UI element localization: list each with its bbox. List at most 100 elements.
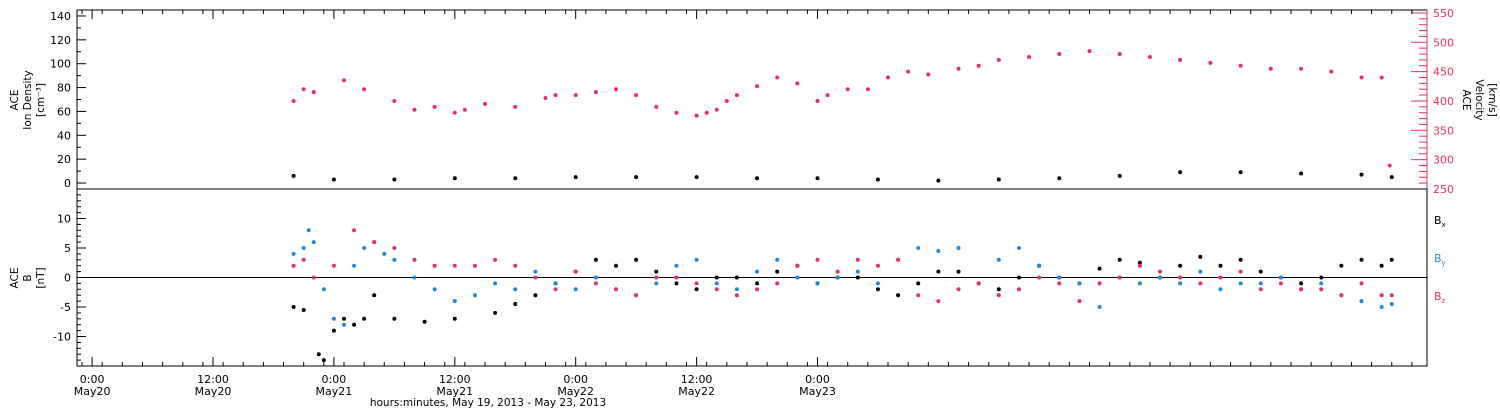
velocity-point bbox=[755, 84, 760, 89]
by-point bbox=[1016, 246, 1021, 250]
bx-point bbox=[1389, 257, 1394, 262]
by-point bbox=[331, 316, 336, 321]
x-tick-date: May21 bbox=[316, 385, 353, 398]
b-tick-label: 0 bbox=[64, 272, 71, 285]
velocity-tick-label: 450 bbox=[1433, 66, 1454, 79]
density-point bbox=[875, 177, 880, 182]
b-ylabel-line3: [nT] bbox=[35, 267, 47, 288]
legend-by: By bbox=[1434, 252, 1446, 267]
velocity-point bbox=[674, 110, 679, 115]
legend-bx: Bx bbox=[1434, 214, 1446, 229]
velocity-point bbox=[1359, 75, 1364, 80]
bx-point bbox=[875, 287, 880, 292]
bx-point bbox=[714, 275, 719, 280]
bx-point bbox=[372, 293, 377, 298]
by-point bbox=[694, 257, 699, 262]
density-point bbox=[936, 178, 941, 183]
bx-point bbox=[316, 352, 321, 357]
density-tick-label: 60 bbox=[57, 105, 71, 118]
by-point bbox=[291, 251, 296, 256]
density-point bbox=[755, 176, 760, 181]
bz-point bbox=[533, 275, 538, 280]
bz-point bbox=[301, 257, 306, 262]
bz-point bbox=[956, 287, 961, 292]
bz-point bbox=[1389, 293, 1394, 298]
velocity-tick-label: 550 bbox=[1433, 7, 1454, 20]
bx-point bbox=[422, 319, 427, 324]
x-tick-date: May23 bbox=[799, 385, 836, 398]
bx-point bbox=[352, 322, 357, 327]
velocity-point bbox=[462, 107, 467, 112]
bz-point bbox=[1077, 299, 1082, 304]
bx-point bbox=[533, 293, 538, 298]
bx-point bbox=[1319, 275, 1324, 280]
velocity-point bbox=[906, 69, 911, 74]
bz-point bbox=[1057, 281, 1062, 286]
density-point bbox=[392, 177, 397, 182]
velocity-point bbox=[613, 87, 618, 92]
x-tick-time: 12:00 bbox=[439, 373, 471, 386]
x-tick-date: May22 bbox=[678, 385, 715, 398]
x-tick-time: 12:00 bbox=[681, 373, 713, 386]
bz-point bbox=[1218, 275, 1223, 280]
by-point bbox=[452, 299, 457, 304]
bx-point bbox=[674, 281, 679, 286]
velocity-point bbox=[301, 87, 306, 92]
velocity-point bbox=[1057, 52, 1062, 57]
bx-point bbox=[936, 269, 941, 274]
velocity-ylabel-line1: ACE bbox=[1460, 90, 1472, 111]
by-point bbox=[654, 281, 659, 286]
by-point bbox=[472, 293, 477, 298]
by-point bbox=[875, 281, 880, 286]
velocity-point bbox=[543, 96, 548, 101]
by-point bbox=[362, 246, 367, 250]
density-tick-label: 80 bbox=[57, 82, 71, 95]
bz-point bbox=[694, 281, 699, 286]
velocity-point bbox=[513, 104, 518, 109]
by-point bbox=[1258, 281, 1263, 286]
bz-point bbox=[855, 257, 860, 262]
bz-point bbox=[432, 263, 437, 268]
velocity-tick-label: 400 bbox=[1433, 95, 1454, 108]
b-tick-label: -10 bbox=[53, 331, 71, 344]
top-left-ticks: 0 20 40 60 80 100 120 140 bbox=[50, 10, 86, 190]
velocity-tick-label: 350 bbox=[1433, 124, 1454, 137]
velocity-tick-label: 300 bbox=[1433, 154, 1454, 167]
bz-point bbox=[835, 269, 840, 274]
bx-point bbox=[1238, 257, 1243, 262]
density-ylabel-line3: [cm⁻³] bbox=[35, 83, 47, 117]
density-tick-label: 120 bbox=[50, 34, 71, 47]
by-point bbox=[1319, 281, 1324, 286]
bz-point bbox=[654, 275, 659, 280]
by-point bbox=[1218, 287, 1223, 292]
velocity-point bbox=[362, 87, 367, 92]
bz-point bbox=[714, 287, 719, 292]
by-point bbox=[382, 251, 387, 256]
by-point bbox=[352, 263, 357, 268]
density-tick-label: 20 bbox=[57, 153, 71, 166]
bx-point bbox=[634, 257, 639, 262]
by-point bbox=[775, 257, 780, 262]
by-point bbox=[714, 281, 719, 286]
density-point bbox=[1359, 172, 1364, 177]
bz-point bbox=[452, 263, 457, 268]
velocity-point bbox=[886, 75, 891, 80]
by-point bbox=[306, 228, 311, 233]
density-point bbox=[331, 177, 336, 182]
bz-point bbox=[1117, 275, 1122, 280]
bz-point bbox=[996, 293, 1001, 298]
bz-point bbox=[613, 287, 618, 292]
bz-point bbox=[472, 263, 477, 268]
by-point bbox=[321, 287, 326, 292]
bx-point bbox=[1218, 263, 1223, 268]
density-ylabel-line1: ACE bbox=[9, 90, 21, 111]
velocity-ylabel-line3: [km/s] bbox=[1486, 83, 1498, 117]
bz-point bbox=[1359, 281, 1364, 286]
bz-point bbox=[896, 257, 901, 262]
by-point bbox=[412, 275, 417, 280]
bz-point bbox=[513, 263, 518, 268]
bz-point bbox=[331, 263, 336, 268]
x-tick-time: 12:00 bbox=[197, 373, 229, 386]
by-point bbox=[1158, 275, 1163, 280]
density-point bbox=[634, 175, 639, 180]
